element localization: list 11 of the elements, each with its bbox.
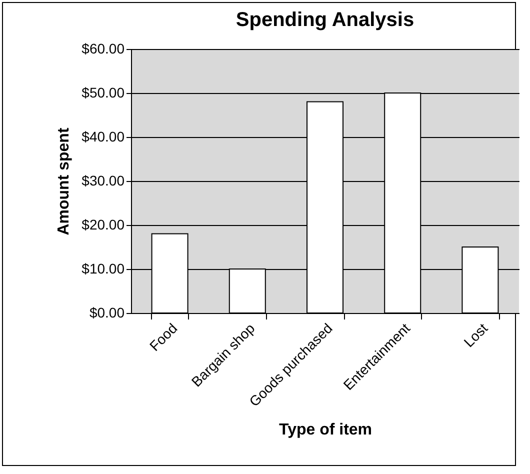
x-tick-label: Lost [460,320,491,350]
y-tick-label: $20.00 [82,216,125,232]
y-tick-label: $50.00 [82,84,125,100]
y-tick-label: $40.00 [82,128,125,144]
y-axis-title: Amount spent [56,127,73,236]
y-tick-label: $0.00 [89,304,125,320]
y-tick-label: $60.00 [82,40,125,56]
y-tick-label: $30.00 [82,172,125,188]
x-axis-title: Type of item [278,422,372,439]
y-tick-label: $10.00 [82,260,125,276]
chart-title: Spending Analysis [236,9,414,31]
